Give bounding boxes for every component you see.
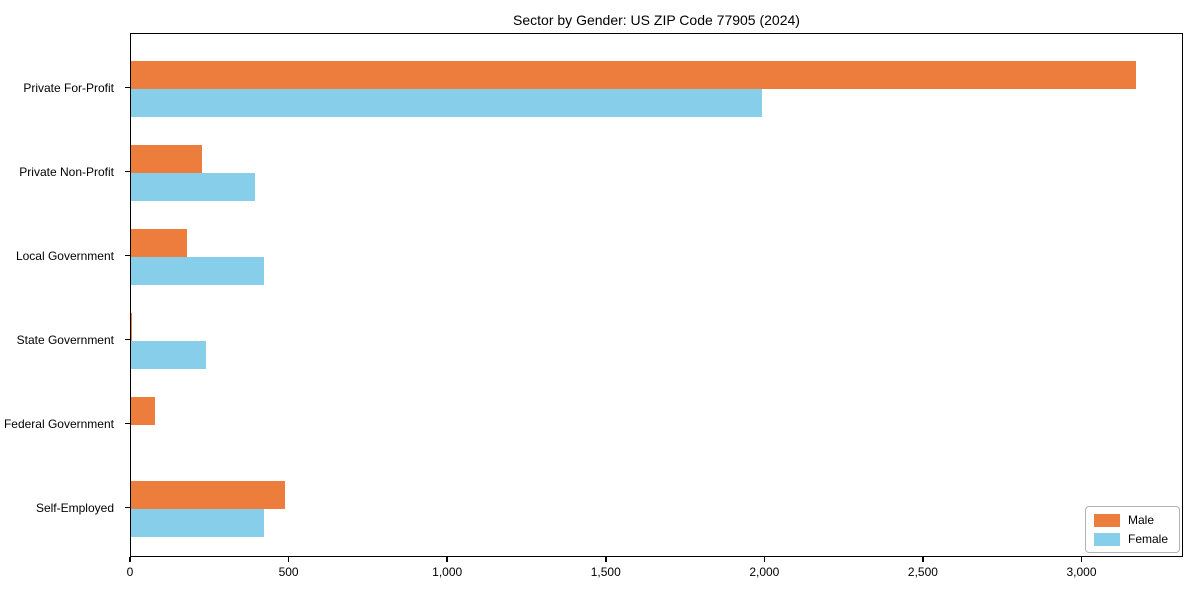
legend-label-female: Female xyxy=(1127,532,1168,546)
bar-male-private-non-profit xyxy=(131,144,203,173)
xtick-mark-1000 xyxy=(446,557,448,562)
ytick-mark-local-government xyxy=(125,254,130,257)
chart-title: Sector by Gender: US ZIP Code 77905 (202… xyxy=(513,12,800,28)
legend-entry-female: Female xyxy=(1093,532,1168,546)
ytick-mark-private-for-profit xyxy=(125,86,130,89)
y-axis-category-labels: Private For-Profit Private Non-Profit Loca… xyxy=(0,33,122,557)
xtick-mark-500 xyxy=(287,557,290,562)
xtick-label-3000: 3,000 xyxy=(1066,565,1097,579)
bar-male-private-for-profit xyxy=(131,60,1137,89)
ytick-label-federal-government: Federal Government xyxy=(3,416,114,431)
bar-female-self-employed xyxy=(131,508,265,537)
xtick-label-2500: 2,500 xyxy=(907,565,938,579)
ytick-mark-federal-government xyxy=(125,422,130,425)
xtick-mark-1500 xyxy=(605,557,607,562)
legend-entry-male: Male xyxy=(1093,513,1168,527)
legend-label-male: Male xyxy=(1127,513,1154,527)
bar-female-local-government xyxy=(131,256,265,285)
xtick-mark-2500 xyxy=(922,557,924,562)
xtick-mark-3000 xyxy=(1080,557,1083,562)
ytick-mark-private-non-profit xyxy=(125,170,130,173)
plot-area xyxy=(130,33,1183,557)
bar-female-private-non-profit xyxy=(131,172,255,201)
bar-male-federal-government xyxy=(131,396,155,425)
ytick-mark-state-government xyxy=(125,338,130,341)
ytick-label-local-government: Local Government xyxy=(15,248,114,263)
xtick-mark-2000 xyxy=(763,557,766,562)
x-axis-ticks: 0 500 1,000 1,500 2,000 2,500 3,000 xyxy=(126,557,1183,587)
bar-female-private-for-profit xyxy=(131,88,763,117)
y-axis-tick-marks xyxy=(125,33,130,557)
bar-male-local-government xyxy=(131,228,187,257)
legend-swatch-female xyxy=(1093,532,1120,546)
xtick-label-1000: 1,000 xyxy=(432,565,463,579)
xtick-mark-0 xyxy=(129,557,131,562)
ytick-label-state-government: State Government xyxy=(16,332,114,347)
bar-female-state-government xyxy=(131,340,206,369)
bar-male-state-government xyxy=(131,312,133,341)
ytick-label-private-non-profit: Private Non-Profit xyxy=(19,164,114,179)
legend: Male Female xyxy=(1084,506,1180,553)
xtick-label-2000: 2,000 xyxy=(749,565,780,579)
xtick-label-0: 0 xyxy=(126,565,134,579)
xtick-label-500: 500 xyxy=(278,565,299,579)
ytick-label-self-employed: Self-Employed xyxy=(35,500,114,515)
xtick-label-1500: 1,500 xyxy=(590,565,621,579)
bar-male-self-employed xyxy=(131,480,285,509)
legend-swatch-male xyxy=(1093,513,1120,527)
ytick-label-private-for-profit: Private For-Profit xyxy=(23,80,114,95)
ytick-mark-self-employed xyxy=(125,506,130,509)
